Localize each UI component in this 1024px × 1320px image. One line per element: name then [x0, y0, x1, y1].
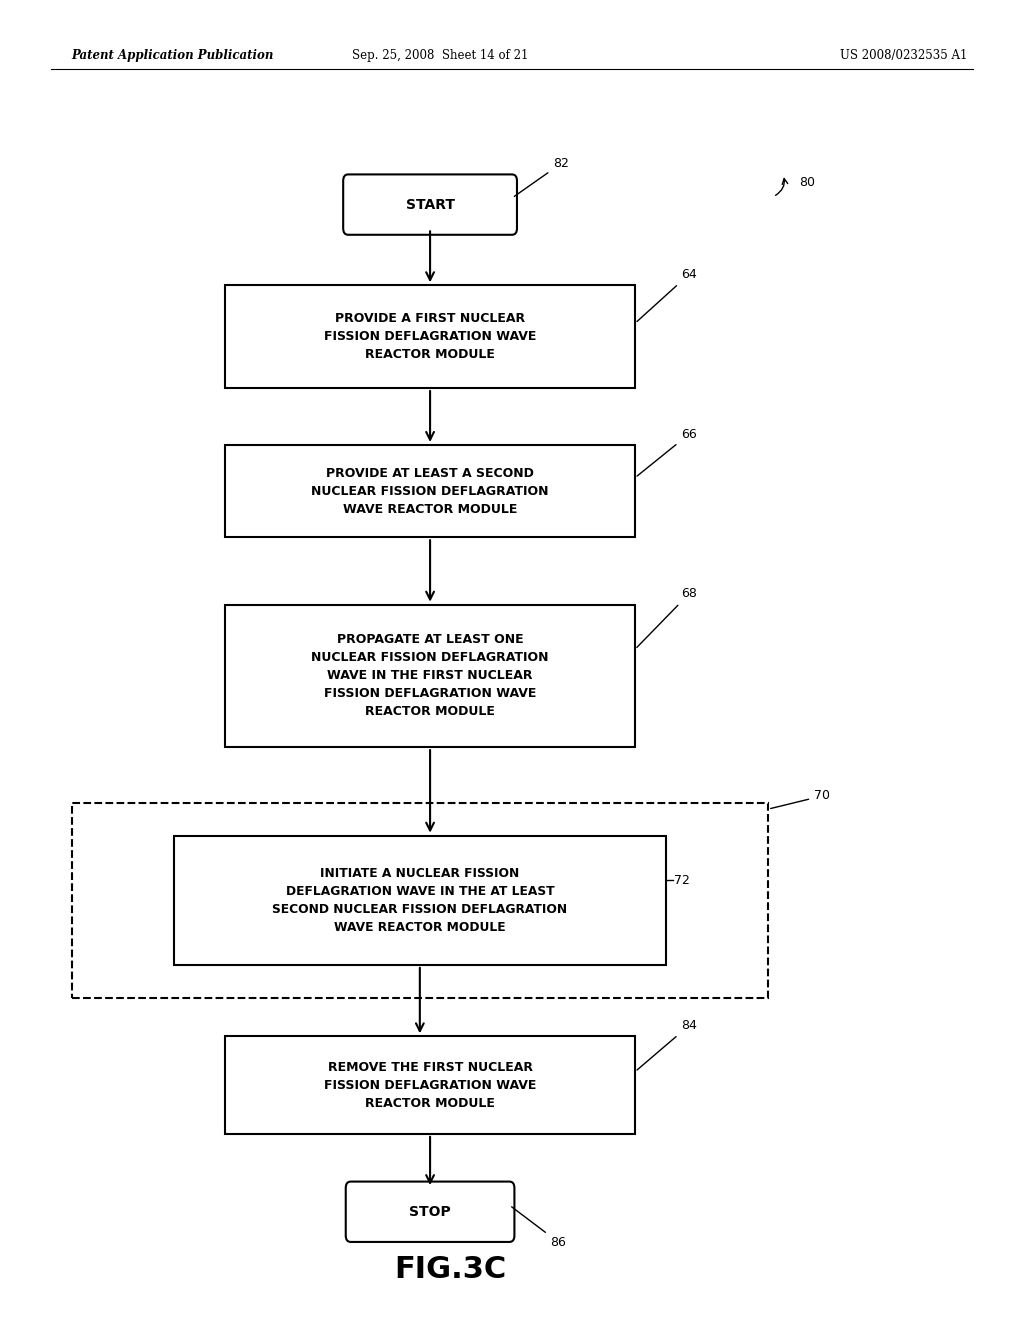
- Text: 68: 68: [637, 587, 697, 647]
- Text: PROVIDE AT LEAST A SECOND
NUCLEAR FISSION DEFLAGRATION
WAVE REACTOR MODULE: PROVIDE AT LEAST A SECOND NUCLEAR FISSIO…: [311, 466, 549, 516]
- Text: Patent Application Publication: Patent Application Publication: [72, 49, 274, 62]
- Text: 80: 80: [799, 176, 815, 189]
- Bar: [225, 1036, 635, 1134]
- Bar: [225, 285, 635, 388]
- Text: 66: 66: [637, 428, 696, 477]
- Text: 70: 70: [771, 789, 830, 809]
- Text: REMOVE THE FIRST NUCLEAR
FISSION DEFLAGRATION WAVE
REACTOR MODULE: REMOVE THE FIRST NUCLEAR FISSION DEFLAGR…: [324, 1060, 537, 1110]
- Text: 84: 84: [637, 1019, 697, 1071]
- Text: PROPAGATE AT LEAST ONE
NUCLEAR FISSION DEFLAGRATION
WAVE IN THE FIRST NUCLEAR
FI: PROPAGATE AT LEAST ONE NUCLEAR FISSION D…: [311, 634, 549, 718]
- Text: START: START: [406, 198, 455, 211]
- Bar: [174, 836, 666, 965]
- Text: STOP: STOP: [410, 1205, 451, 1218]
- Text: US 2008/0232535 A1: US 2008/0232535 A1: [840, 49, 967, 62]
- Text: PROVIDE A FIRST NUCLEAR
FISSION DEFLAGRATION WAVE
REACTOR MODULE: PROVIDE A FIRST NUCLEAR FISSION DEFLAGRA…: [324, 312, 537, 362]
- Text: 82: 82: [514, 157, 569, 197]
- Text: Sep. 25, 2008  Sheet 14 of 21: Sep. 25, 2008 Sheet 14 of 21: [352, 49, 528, 62]
- Bar: [225, 445, 635, 537]
- Text: 86: 86: [512, 1206, 566, 1249]
- Text: INITIATE A NUCLEAR FISSION
DEFLAGRATION WAVE IN THE AT LEAST
SECOND NUCLEAR FISS: INITIATE A NUCLEAR FISSION DEFLAGRATION …: [272, 867, 567, 933]
- Text: 72: 72: [674, 874, 690, 887]
- FancyBboxPatch shape: [346, 1181, 514, 1242]
- Bar: [225, 605, 635, 747]
- FancyBboxPatch shape: [343, 174, 517, 235]
- Text: FIG.3C: FIG.3C: [394, 1255, 507, 1284]
- Bar: [72, 803, 768, 998]
- Text: 64: 64: [637, 268, 696, 322]
